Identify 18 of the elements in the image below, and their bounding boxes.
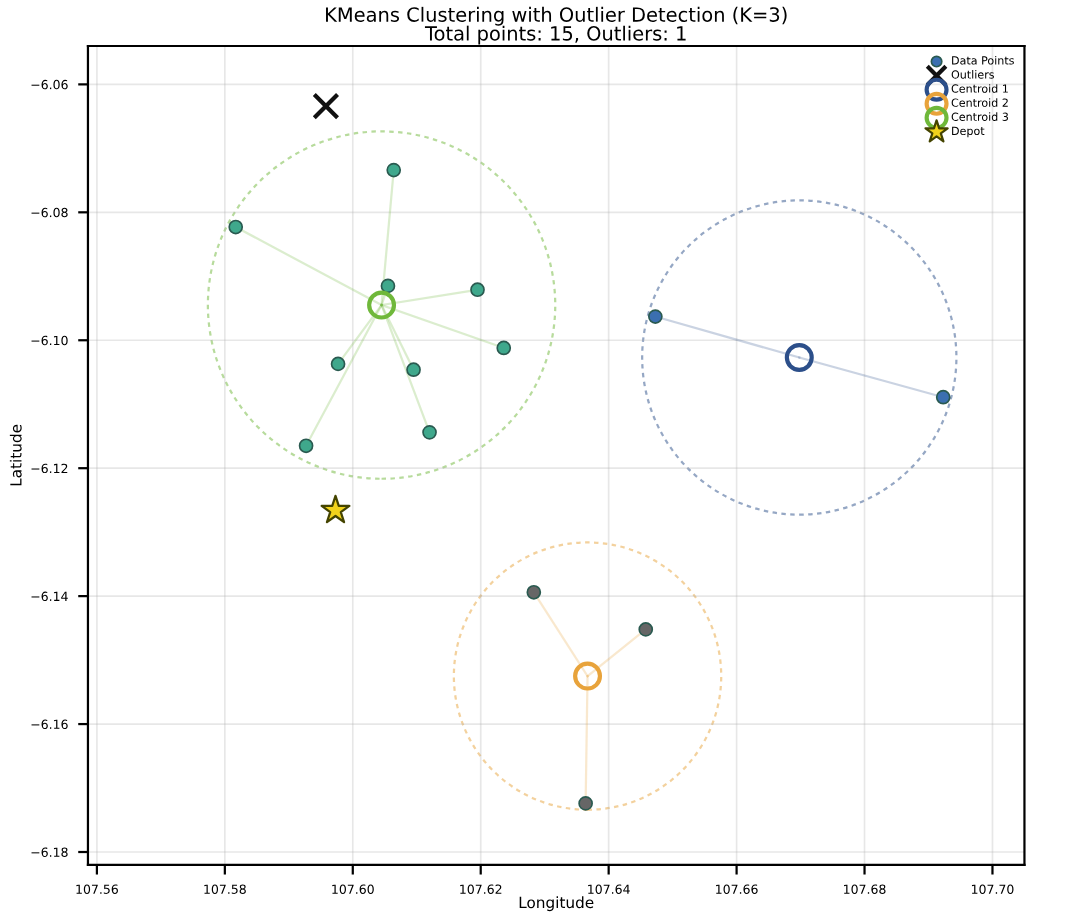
point <box>330 356 346 372</box>
point <box>935 389 951 405</box>
point <box>526 584 542 600</box>
point <box>648 309 663 324</box>
point <box>470 282 485 298</box>
point <box>380 278 396 294</box>
point <box>578 796 593 811</box>
point <box>406 362 421 378</box>
chart-subtitle: Total points: 15, Outliers: 1 <box>424 25 686 45</box>
point <box>298 438 314 454</box>
point <box>312 92 340 120</box>
point <box>386 162 402 178</box>
point <box>320 494 351 524</box>
point <box>496 340 512 356</box>
point <box>422 425 437 440</box>
point <box>228 219 244 235</box>
chart-title: KMeans Clustering with Outlier Detection (K=3) <box>326 6 787 26</box>
point <box>638 622 654 637</box>
